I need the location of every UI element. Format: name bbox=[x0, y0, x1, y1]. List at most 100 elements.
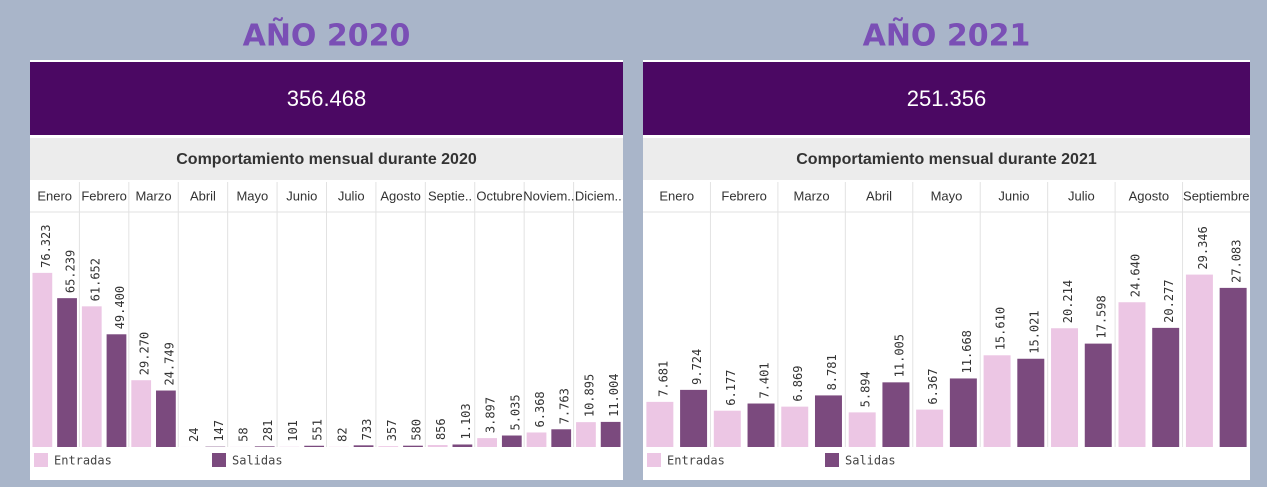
legend-swatch bbox=[825, 453, 839, 467]
bar bbox=[600, 421, 621, 447]
value-label: 58 bbox=[237, 427, 251, 441]
bar bbox=[576, 422, 596, 447]
x-tick-label: Febrero bbox=[721, 188, 767, 203]
x-tick-label: Septie.. bbox=[428, 188, 472, 203]
bar bbox=[1152, 327, 1180, 447]
value-label: 29.346 bbox=[1196, 226, 1210, 269]
legend-swatch bbox=[34, 453, 48, 467]
value-label: 9.724 bbox=[690, 349, 704, 385]
value-label: 15.021 bbox=[1027, 310, 1041, 353]
bar bbox=[882, 382, 910, 447]
value-label: 20.214 bbox=[1061, 280, 1075, 323]
value-label: 61.652 bbox=[88, 258, 102, 301]
x-tick-label: Abril bbox=[190, 188, 216, 203]
x-tick-label: Enero bbox=[659, 188, 694, 203]
bar bbox=[1118, 302, 1146, 447]
x-tick-label: Diciem.. bbox=[575, 188, 622, 203]
kpi-total: 251.356 bbox=[907, 86, 987, 111]
x-tick-label: Febrero bbox=[81, 188, 127, 203]
value-label: 3.897 bbox=[484, 397, 498, 433]
bar bbox=[781, 406, 809, 447]
bar bbox=[983, 355, 1011, 447]
year-title: AÑO 2020 bbox=[243, 17, 411, 54]
value-label: 11.668 bbox=[960, 330, 974, 373]
x-tick-label: Marzo bbox=[794, 188, 830, 203]
value-label: 5.035 bbox=[508, 394, 522, 430]
value-label: 10.895 bbox=[582, 374, 596, 417]
chart-subtitle: Comportamiento mensual durante 2020 bbox=[176, 151, 477, 168]
bar bbox=[304, 445, 325, 447]
value-label: 11.005 bbox=[892, 334, 906, 377]
value-label: 147 bbox=[212, 420, 226, 442]
bar bbox=[1017, 358, 1045, 447]
value-label: 76.323 bbox=[39, 225, 53, 268]
kpi-band bbox=[30, 62, 623, 135]
value-label: 82 bbox=[335, 427, 349, 441]
value-label: 49.400 bbox=[113, 286, 127, 329]
bar bbox=[501, 435, 522, 447]
value-label: 101 bbox=[286, 420, 300, 442]
bar bbox=[1219, 287, 1247, 447]
bar bbox=[916, 409, 944, 447]
bar bbox=[427, 445, 448, 447]
value-label: 551 bbox=[311, 419, 325, 441]
value-label: 15.610 bbox=[994, 307, 1008, 350]
legend-label: Salidas bbox=[232, 454, 283, 468]
bar bbox=[32, 272, 53, 447]
value-label: 20.277 bbox=[1162, 280, 1176, 323]
legend-swatch bbox=[647, 453, 661, 467]
subtitle-band bbox=[30, 138, 623, 180]
kpi-band bbox=[643, 62, 1250, 135]
x-tick-label: Julio bbox=[1068, 188, 1095, 203]
value-label: 357 bbox=[385, 419, 399, 441]
bar bbox=[378, 446, 399, 447]
year-title: AÑO 2021 bbox=[863, 17, 1031, 54]
value-label: 17.598 bbox=[1095, 295, 1109, 338]
value-label: 8.781 bbox=[825, 354, 839, 390]
x-tick-label: Septiembre bbox=[1183, 188, 1249, 203]
legend-label: Salidas bbox=[845, 454, 896, 468]
bar bbox=[551, 429, 572, 447]
legend-label: Entradas bbox=[54, 454, 112, 468]
x-tick-label: Agosto bbox=[380, 188, 420, 203]
x-tick-label: Enero bbox=[37, 188, 72, 203]
kpi-total: 356.468 bbox=[287, 86, 367, 111]
bar bbox=[646, 401, 674, 447]
bar bbox=[526, 432, 547, 447]
x-tick-label: Mayo bbox=[236, 188, 268, 203]
bar bbox=[81, 306, 102, 447]
value-label: 24.640 bbox=[1128, 254, 1142, 297]
bar bbox=[747, 403, 775, 447]
value-label: 24 bbox=[187, 427, 201, 441]
value-label: 7.401 bbox=[758, 362, 772, 398]
bar bbox=[254, 446, 275, 447]
value-label: 6.367 bbox=[926, 368, 940, 404]
value-label: 6.177 bbox=[724, 370, 738, 406]
bar bbox=[57, 298, 77, 447]
x-tick-label: Agosto bbox=[1129, 188, 1169, 203]
value-label: 580 bbox=[409, 419, 423, 441]
bar bbox=[848, 412, 876, 447]
legend-label: Entradas bbox=[667, 454, 725, 468]
value-label: 24.749 bbox=[162, 342, 176, 385]
value-label: 281 bbox=[261, 420, 275, 442]
value-label: 11.004 bbox=[607, 374, 621, 417]
value-label: 29.270 bbox=[138, 332, 152, 375]
x-tick-label: Junio bbox=[998, 188, 1029, 203]
value-label: 856 bbox=[434, 418, 448, 440]
bar bbox=[452, 444, 473, 447]
x-tick-label: Marzo bbox=[135, 188, 171, 203]
value-label: 5.894 bbox=[859, 371, 873, 407]
bar bbox=[713, 410, 741, 447]
bar bbox=[680, 389, 708, 447]
value-label: 1.103 bbox=[459, 403, 473, 439]
value-label: 27.083 bbox=[1230, 240, 1244, 283]
x-tick-label: Noviem.. bbox=[523, 188, 574, 203]
value-label: 65.239 bbox=[64, 250, 78, 293]
bar bbox=[156, 390, 176, 447]
value-label: 6.368 bbox=[533, 391, 547, 427]
bar bbox=[106, 334, 127, 447]
bar bbox=[1084, 343, 1112, 447]
